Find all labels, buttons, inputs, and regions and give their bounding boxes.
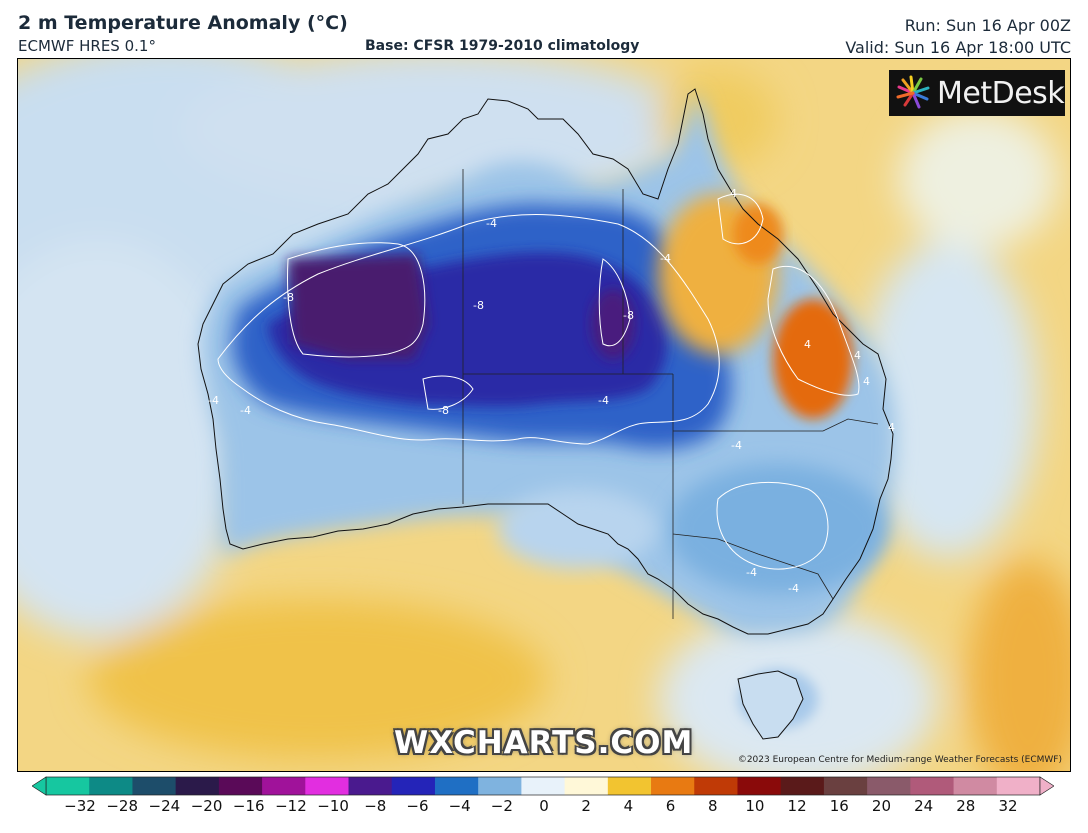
colorbar-tick-label: 16 — [829, 797, 849, 815]
colorbar-tick-label: 6 — [665, 797, 676, 815]
colorbar-tick-label: 24 — [914, 797, 934, 815]
metdesk-burst-icon — [896, 75, 930, 109]
contour-label: 4 — [730, 187, 737, 200]
australia-field — [201, 89, 896, 729]
contour-label: 4 — [804, 338, 811, 351]
colorbar-cell — [262, 777, 306, 795]
colorbar-tick-label: −24 — [148, 797, 181, 815]
colorbar-tick-label: 28 — [956, 797, 976, 815]
metdesk-logo: MetDesk — [889, 70, 1065, 116]
colorbar-tick-label: −4 — [448, 797, 471, 815]
colorbar-tick-label: −16 — [232, 797, 265, 815]
colorbar-cell — [132, 777, 177, 795]
contour-label: 4 — [854, 349, 861, 362]
colorbar-cell — [46, 777, 90, 795]
contour-label: -4 — [598, 394, 609, 407]
colorbar-cell — [175, 777, 220, 795]
contour-label: 4 — [863, 375, 870, 388]
australia-coastline — [197, 88, 894, 635]
colorbar-cell — [564, 777, 609, 795]
colorbar-cell — [478, 777, 522, 795]
contour-label: -8 — [623, 309, 634, 322]
map-canvas: -4 -4 -4 -4 -4 -4 -4 -4 -8 -8 -8 -8 4 4 … — [18, 59, 1070, 771]
metdesk-logo-text: MetDesk — [937, 75, 1065, 111]
colorbar-cell — [953, 777, 998, 795]
contour-label: -4 — [660, 252, 671, 265]
state-borders — [462, 169, 879, 619]
colorbar-cell — [996, 777, 1041, 795]
copyright-notice: ©2023 European Centre for Medium-range W… — [737, 755, 1062, 765]
colorbar-tick-label: 0 — [539, 797, 549, 815]
colorbar-cell — [391, 777, 436, 795]
contour-label: -4 — [788, 582, 799, 595]
contour-label: -4 — [240, 404, 251, 417]
contour-label: -4 — [731, 439, 742, 452]
colorbar-tick-label: −32 — [64, 797, 96, 815]
contour-label: -4 — [486, 217, 497, 230]
contour-label: -8 — [283, 291, 294, 304]
colorbar-cell — [89, 777, 133, 795]
colorbar-tick-label: −10 — [317, 797, 349, 815]
colorbar-tick-label: −8 — [364, 797, 387, 815]
colorbar-cell — [651, 777, 695, 795]
colorbar-cell — [737, 777, 782, 795]
colorbar-cell — [823, 777, 868, 795]
chart-title: 2 m Temperature Anomaly (°C) — [18, 12, 348, 34]
colorbar-tick-label: −12 — [275, 797, 307, 815]
colorbar-tick-label: −28 — [106, 797, 138, 815]
colorbar-tick-label: 32 — [998, 797, 1018, 815]
wxcharts-watermark: WXCHARTS.COM — [394, 725, 694, 761]
tasmania-coastline — [737, 670, 804, 740]
contour-label: -4 — [746, 566, 757, 579]
colorbar-cell — [780, 777, 825, 795]
colorbar-tick-label: 10 — [745, 797, 765, 815]
colorbar-tick-label: 8 — [707, 797, 718, 815]
colorbar-cell — [305, 777, 350, 795]
colorbar-tick-label: −6 — [406, 797, 429, 815]
run-time-label: Run: Sun 16 Apr 00Z — [904, 16, 1071, 35]
colorbar-low-arrow — [32, 776, 47, 796]
valid-time-label: Valid: Sun 16 Apr 18:00 UTC — [845, 38, 1071, 57]
colorbar-cell — [521, 777, 566, 795]
colorbar-high-arrow — [1039, 776, 1054, 796]
colorbar — [32, 776, 1054, 796]
colorbar-cell — [434, 777, 479, 795]
colorbar-cell — [694, 777, 738, 795]
colorbar-cell — [867, 777, 911, 795]
contour-lines — [217, 193, 860, 570]
contour-label: 4 — [888, 421, 895, 434]
contour-labels: -4 -4 -4 -4 -4 -4 -4 -4 -8 -8 -8 -8 4 4 … — [208, 187, 895, 595]
colorbar-tick-label: 2 — [581, 797, 591, 815]
colorbar-tick-label: 12 — [787, 797, 807, 815]
colorbar-cell — [218, 777, 263, 795]
colorbar-tick-label: −2 — [490, 797, 513, 815]
model-label: ECMWF HRES 0.1° — [18, 37, 156, 55]
climatology-base-label: Base: CFSR 1979-2010 climatology — [365, 38, 640, 54]
colorbar-tick-label: 20 — [871, 797, 891, 815]
colorbar-tick-label: −20 — [190, 797, 223, 815]
contour-label: -8 — [438, 404, 449, 417]
colorbar-cell — [348, 777, 393, 795]
colorbar-tick-label: 4 — [623, 797, 634, 815]
colorbar-cell — [607, 777, 652, 795]
colorbar-cell — [910, 777, 955, 795]
contour-label: -8 — [473, 299, 484, 312]
anomaly-map[interactable]: -4 -4 -4 -4 -4 -4 -4 -4 -8 -8 -8 -8 4 4 … — [17, 58, 1071, 772]
contour-label: -4 — [208, 394, 219, 407]
